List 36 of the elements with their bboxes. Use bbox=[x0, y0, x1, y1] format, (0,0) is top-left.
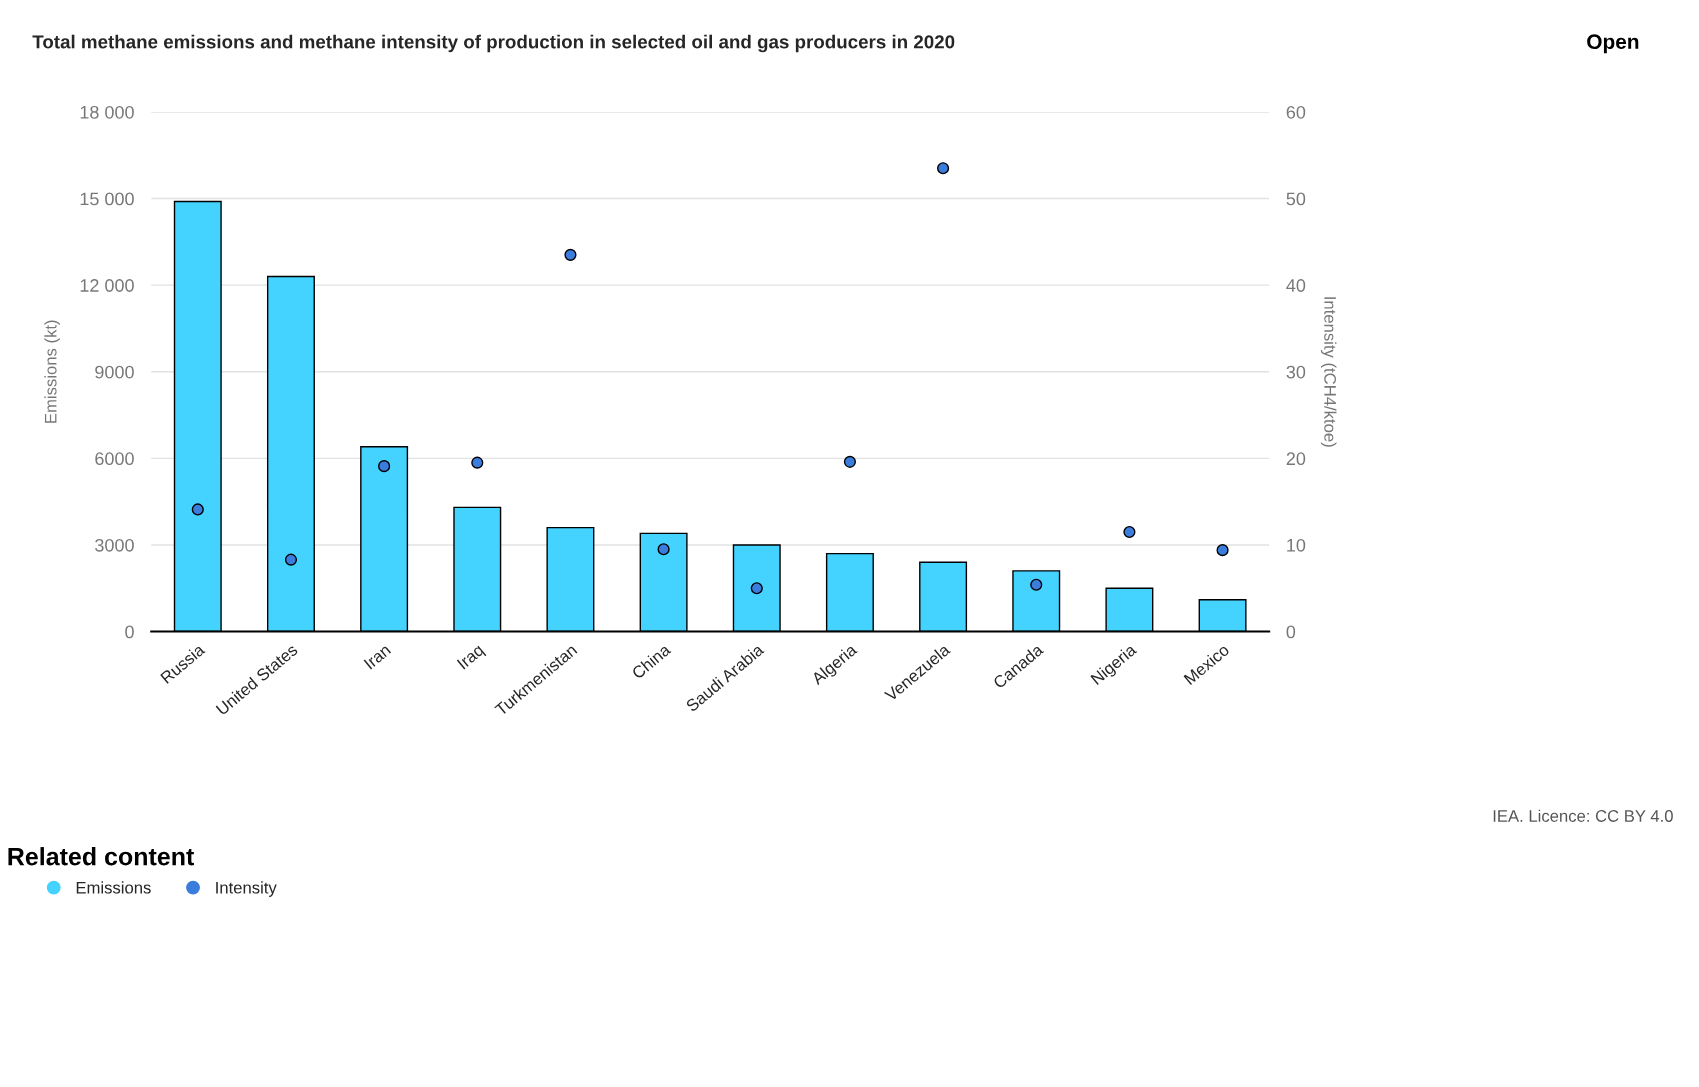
point bbox=[657, 543, 670, 556]
point bbox=[937, 162, 950, 175]
y2-tick-label: 0 bbox=[1286, 625, 1296, 639]
text: Related content bbox=[8, 847, 195, 866]
point bbox=[284, 553, 298, 566]
point bbox=[471, 456, 484, 469]
point bbox=[1030, 578, 1043, 591]
y-tick-label: 15 000 bbox=[80, 192, 134, 206]
x-tick-label: Iraq bbox=[456, 643, 487, 673]
legend-label: Intensity bbox=[216, 881, 277, 897]
y-axis-title: Emissions (kt) bbox=[44, 320, 60, 423]
y2-tick-label: 60 bbox=[1286, 105, 1306, 119]
chart-title: Total methane emissions and methane intensity of production in selected oil and gas producers in 2020 bbox=[32, 34, 955, 53]
legend-label: Emissions bbox=[76, 881, 151, 894]
point bbox=[843, 455, 856, 468]
point bbox=[1216, 544, 1229, 557]
point bbox=[564, 248, 577, 261]
y-tick-label: 0 bbox=[125, 625, 134, 639]
text: IEA. Licence: CC BY 4.0 bbox=[1493, 809, 1673, 822]
y2-axis-title: Intensity (tCH4/ktoe) bbox=[1320, 297, 1337, 447]
y2-tick-label: 40 bbox=[1286, 279, 1306, 292]
point bbox=[191, 503, 204, 516]
y-tick-label: 6000 bbox=[95, 452, 134, 466]
point bbox=[1123, 525, 1136, 539]
text: Open bbox=[1587, 34, 1639, 54]
y-tick-label: 9000 bbox=[95, 365, 134, 379]
y2-tick-label: 50 bbox=[1286, 192, 1306, 206]
y2-tick-label: 30 bbox=[1286, 365, 1306, 379]
y2-tick-label: 10 bbox=[1287, 538, 1306, 552]
y-tick-label: 12 000 bbox=[80, 279, 134, 292]
y-tick-label: 3000 bbox=[95, 538, 134, 552]
point bbox=[750, 582, 763, 595]
x-tick-label: Iran bbox=[363, 643, 392, 670]
y-tick-label: 18 000 bbox=[80, 105, 134, 119]
point bbox=[378, 460, 391, 473]
y2-tick-label: 20 bbox=[1286, 452, 1306, 466]
